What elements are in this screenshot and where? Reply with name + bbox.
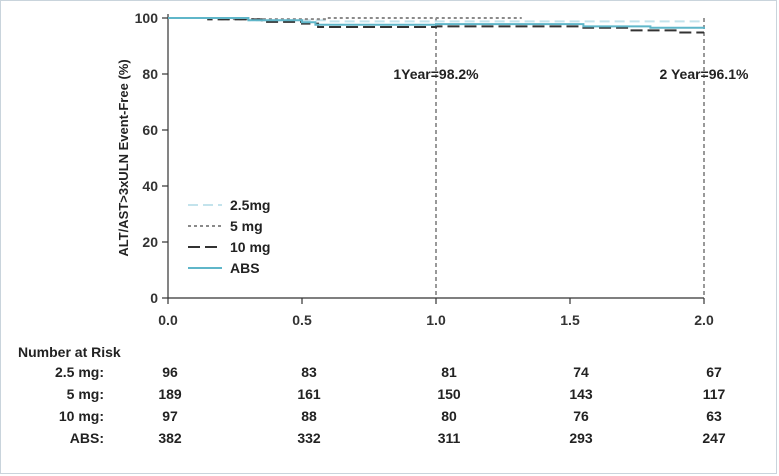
- risk-value: 83: [301, 364, 317, 380]
- risk-value: 88: [301, 408, 317, 424]
- risk-value: 67: [706, 364, 722, 380]
- chart-labels: YearsALT/AST>3xULN Event-Free (%)1Year=9…: [116, 59, 749, 256]
- legend-label: 2.5mg: [230, 197, 270, 213]
- series-line: [168, 17, 705, 29]
- risk-value: 332: [297, 430, 321, 446]
- risk-row-label: ABS:: [69, 430, 104, 446]
- risk-value: 143: [569, 386, 593, 402]
- y-tick-label: 20: [142, 234, 158, 250]
- annotation-label: 2 Year=96.1%: [660, 66, 749, 82]
- risk-value: 382: [158, 430, 182, 446]
- legend: 2.5mg 5 mg 10 mg ABS: [188, 197, 270, 276]
- risk-value: 293: [569, 430, 593, 446]
- x-tick-label: 2.0: [694, 312, 714, 328]
- risk-value: 161: [297, 386, 321, 402]
- risk-row-label: 2.5 mg:: [54, 364, 104, 380]
- legend-label: ABS: [230, 260, 260, 276]
- axes: 0 20 40 60 80 100 0.0 0.5 1.0 1.5 2.0: [135, 10, 714, 328]
- y-tick-label: 0: [150, 290, 158, 306]
- risk-row-label: 5 mg:: [66, 386, 104, 402]
- risk-table-title: Number at Risk: [18, 344, 121, 360]
- annotation-label: 1Year=98.2%: [393, 66, 479, 82]
- y-axis-title: ALT/AST>3xULN Event-Free (%): [116, 59, 131, 256]
- risk-row-label: 10 mg:: [58, 408, 104, 424]
- risk-value: 150: [437, 386, 461, 402]
- risk-value: 76: [573, 408, 589, 424]
- y-tick-label: 60: [142, 122, 158, 138]
- y-tick-label: 40: [142, 178, 158, 194]
- y-tick-label: 80: [142, 66, 158, 82]
- series-group: [168, 17, 705, 34]
- risk-value: 311: [437, 430, 461, 446]
- x-tick-label: 0.5: [292, 312, 312, 328]
- reference-lines: [435, 18, 705, 298]
- km-chart: 0 20 40 60 80 100 0.0 0.5 1.0 1.5 2.0 YearsALT/AST…: [116, 10, 749, 328]
- risk-value: 189: [158, 386, 182, 402]
- risk-value: 63: [706, 408, 722, 424]
- risk-value: 81: [441, 364, 457, 380]
- legend-label: 5 mg: [230, 218, 263, 234]
- legend-label: 10 mg: [230, 239, 270, 255]
- y-tick-label: 100: [135, 10, 159, 26]
- x-tick-label: 0.0: [158, 312, 178, 328]
- risk-value: 117: [702, 386, 726, 402]
- x-tick-label: 1.0: [426, 312, 446, 328]
- risk-value: 247: [702, 430, 726, 446]
- risk-value: 74: [573, 364, 589, 380]
- risk-value: 97: [162, 408, 178, 424]
- risk-value: 96: [162, 364, 178, 380]
- risk-value: 80: [441, 408, 457, 424]
- x-tick-label: 1.5: [560, 312, 580, 328]
